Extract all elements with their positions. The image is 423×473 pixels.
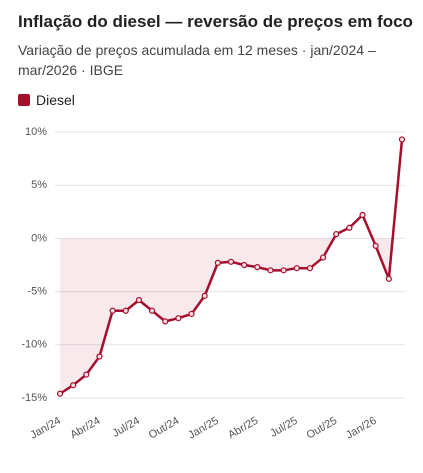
point (293, 265, 300, 272)
point (175, 315, 182, 322)
point (306, 265, 314, 272)
point (333, 231, 340, 238)
point (359, 211, 366, 219)
point (267, 267, 274, 274)
chart-subtitle: Variação de preços acumulada em 12 meses… (18, 42, 376, 78)
point (398, 136, 406, 143)
point (70, 382, 77, 389)
legend-swatch (18, 94, 30, 106)
point (319, 254, 327, 261)
point (241, 261, 248, 269)
point (83, 371, 90, 378)
point (56, 390, 64, 397)
area (60, 238, 402, 394)
y-tick-label: 5% (31, 179, 47, 191)
point (109, 307, 116, 314)
y-tick-label: 10% (25, 126, 47, 138)
x-tick-label: Abr/25 (226, 415, 260, 442)
point (122, 307, 129, 314)
point (214, 259, 221, 266)
point (135, 297, 143, 304)
chart-title: Inflação do diesel — reversão de preços … (18, 12, 413, 31)
x-tick-label: Jul/24 (110, 415, 141, 440)
point (96, 353, 103, 360)
y-tick-label: -15% (21, 392, 47, 404)
x-tick-label: Jul/25 (268, 415, 299, 440)
point (188, 310, 195, 318)
legend-label: Diesel (36, 92, 75, 108)
x-tick-label: Out/25 (305, 415, 340, 442)
x-tick-label: Out/24 (147, 415, 182, 442)
legend: Diesel (18, 92, 75, 108)
point (201, 292, 208, 299)
y-tick-label: -10% (21, 339, 47, 351)
point (254, 264, 261, 271)
y-tick-label: 0% (31, 232, 47, 244)
point (148, 307, 156, 314)
point (280, 267, 287, 274)
x-tick-label: Jan/25 (186, 415, 221, 442)
x-tick-label: Abr/24 (68, 415, 102, 442)
point (385, 275, 392, 282)
point (227, 258, 235, 265)
x-tick-label: Jan/26 (344, 415, 379, 442)
x-tick-label: Jan/24 (28, 415, 63, 442)
y-tick-label: -5% (27, 286, 47, 298)
point (346, 224, 353, 231)
point (162, 318, 169, 325)
point (372, 242, 379, 249)
